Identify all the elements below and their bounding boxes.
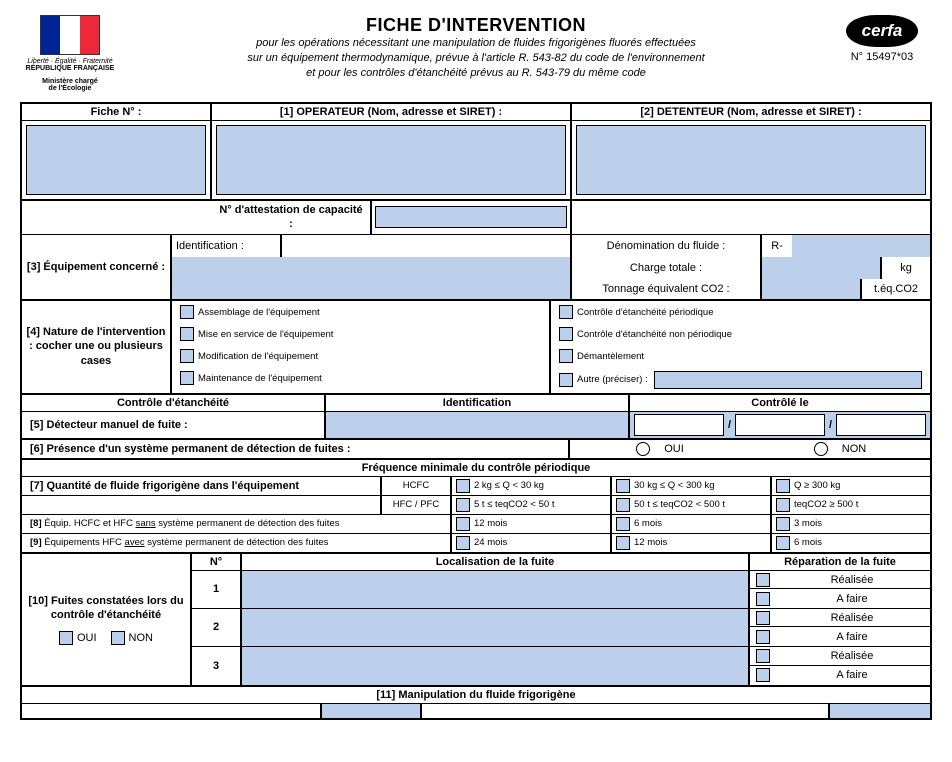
marianne-icon — [56, 19, 84, 49]
chk-modification[interactable] — [180, 349, 194, 363]
chk-q5[interactable] — [616, 498, 630, 512]
s6-label: [6] Présence d'un système permanent de d… — [22, 440, 570, 458]
chk-mise-en-service[interactable] — [180, 327, 194, 341]
s10-block: [10] Fuites constatées lors du contrôle … — [22, 554, 192, 685]
chk-q1[interactable] — [456, 479, 470, 493]
chk-realisee-1[interactable] — [756, 573, 770, 587]
chk-realisee-3[interactable] — [756, 649, 770, 663]
s5-label: [5] Détecteur manuel de fuite : — [22, 412, 326, 438]
date-y[interactable] — [836, 414, 926, 436]
chk-fuite-oui[interactable] — [59, 631, 73, 645]
s9-label: [9] Équipements HFC avec système permane… — [22, 534, 452, 552]
s11-title: [11] Manipulation du fluide frigorigène — [22, 687, 930, 703]
form: Fiche N° : [1] OPERATEUR (Nom, adresse e… — [20, 102, 932, 720]
chk-m3[interactable] — [776, 517, 790, 531]
chk-demantelement[interactable] — [559, 349, 573, 363]
date-d[interactable] — [634, 414, 724, 436]
s8-label: [8] Équip. HCFC et HFC sans système perm… — [22, 515, 452, 533]
operateur-input[interactable] — [216, 125, 566, 195]
s4-title: [4] Nature de l'intervention : cocher un… — [22, 301, 172, 393]
freq-title: Fréquence minimale du contrôle périodiqu… — [22, 460, 930, 476]
s5-h2: Identification — [326, 395, 630, 411]
charge-input[interactable] — [762, 257, 882, 279]
chk-realisee-2[interactable] — [756, 611, 770, 625]
autre-input[interactable] — [654, 371, 922, 389]
chk-afaire-3[interactable] — [756, 668, 770, 682]
chk-q4[interactable] — [456, 498, 470, 512]
chk-q2[interactable] — [616, 479, 630, 493]
radio-oui-s6[interactable] — [636, 442, 650, 456]
tonnage-input[interactable] — [762, 279, 862, 299]
title-block: FICHE D'INTERVENTION pour les opérations… — [120, 15, 832, 81]
chk-m6[interactable] — [776, 536, 790, 550]
radio-non-s6[interactable] — [814, 442, 828, 456]
loc-fuite-1[interactable] — [242, 571, 750, 608]
chk-fuite-non[interactable] — [111, 631, 125, 645]
page-title: FICHE D'INTERVENTION — [120, 15, 832, 36]
identification-label: Identification : — [172, 235, 282, 257]
detenteur-input[interactable] — [576, 125, 926, 195]
page-header: Liberté · Égalité · Fraternité RÉPUBLIQU… — [20, 15, 932, 92]
s5-h1: Contrôle d'étanchéité — [22, 395, 326, 411]
chk-m1[interactable] — [456, 517, 470, 531]
chk-ctrl-periodique[interactable] — [559, 305, 573, 319]
cerfa-badge: cerfa — [846, 15, 918, 47]
attestation-input[interactable] — [375, 206, 567, 228]
s3-title: [3] Équipement concerné : — [22, 257, 172, 279]
chk-q3[interactable] — [776, 479, 790, 493]
chk-maintenance[interactable] — [180, 371, 194, 385]
chk-ctrl-non-periodique[interactable] — [559, 327, 573, 341]
fiche-no-input[interactable] — [26, 125, 206, 195]
detenteur-header: [2] DETENTEUR (Nom, adresse et SIRET) : — [572, 104, 930, 120]
attestation-label: N° d'attestation de capacité : — [212, 201, 372, 234]
fluide-r-input[interactable] — [792, 235, 930, 257]
loc-fuite-3[interactable] — [242, 647, 750, 685]
charge-label: Charge totale : — [572, 257, 762, 279]
s7-label: [7] Quantité de fluide frigorigène dans … — [22, 477, 382, 495]
operateur-header: [1] OPERATEUR (Nom, adresse et SIRET) : — [212, 104, 572, 120]
chk-afaire-1[interactable] — [756, 592, 770, 606]
chk-m2[interactable] — [616, 517, 630, 531]
s5-h3: Contrôlé le — [630, 395, 930, 411]
cerfa-block: cerfa N° 15497*03 — [832, 15, 932, 63]
chk-assemblage[interactable] — [180, 305, 194, 319]
chk-autre[interactable] — [559, 373, 573, 387]
denom-label: Dénomination du fluide : — [572, 235, 762, 257]
chk-m4[interactable] — [456, 536, 470, 550]
gov-logo: Liberté · Égalité · Fraternité RÉPUBLIQU… — [20, 15, 120, 92]
chk-afaire-2[interactable] — [756, 630, 770, 644]
identification-input[interactable] — [172, 257, 572, 279]
fiche-no-label: Fiche N° : — [22, 104, 212, 120]
chk-m5[interactable] — [616, 536, 630, 550]
detecteur-ident-input[interactable] — [326, 412, 630, 438]
tonnage-label: Tonnage équivalent CO2 : — [572, 279, 762, 299]
date-m[interactable] — [735, 414, 825, 436]
loc-fuite-2[interactable] — [242, 609, 750, 646]
chk-q6[interactable] — [776, 498, 790, 512]
date-controle: / / — [630, 412, 930, 438]
